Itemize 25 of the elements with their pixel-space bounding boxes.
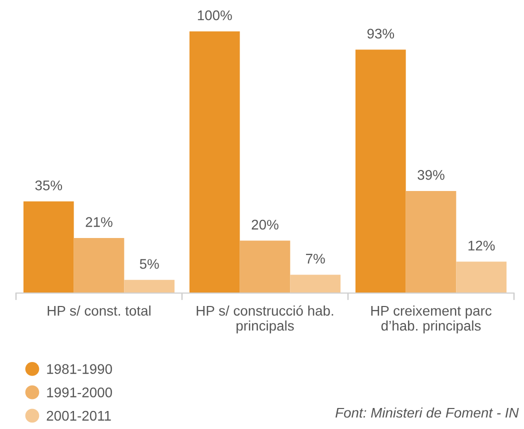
data-label: 5% — [140, 259, 159, 269]
x-tick-label: HP s/ construcció hab. principals — [196, 305, 334, 334]
data-label: 39% — [418, 170, 444, 180]
legend-label: 1981-1990 — [47, 364, 112, 374]
data-label: 35% — [35, 180, 62, 190]
bar — [406, 190, 456, 294]
data-label: 7% — [306, 254, 325, 264]
data-label: 12% — [468, 240, 495, 250]
bar — [124, 280, 175, 294]
x-tick-label: HP creixement parc d’hab. principals — [371, 306, 492, 334]
bar — [290, 274, 341, 294]
legend-label: 2001-2011 — [46, 410, 111, 421]
bar — [23, 201, 74, 294]
x-tick-label: HP s/ const. total — [48, 306, 150, 316]
data-label: 93% — [367, 28, 394, 39]
bar — [456, 262, 507, 294]
bar — [74, 238, 124, 294]
bar — [189, 31, 240, 294]
text: Font: Ministeri de Foment - IN — [336, 407, 519, 418]
data-label: 20% — [252, 220, 278, 230]
data-label: 100% — [198, 10, 232, 20]
bar — [240, 240, 290, 294]
data-label: 21% — [86, 217, 112, 227]
legend-label: 1991-2000 — [47, 388, 112, 398]
bar — [355, 50, 406, 294]
